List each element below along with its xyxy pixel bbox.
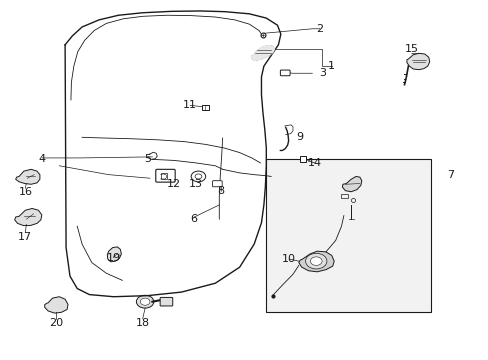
Polygon shape (45, 297, 68, 313)
Text: 6: 6 (190, 214, 197, 224)
Circle shape (140, 298, 150, 305)
Text: 17: 17 (18, 232, 32, 242)
Text: 16: 16 (19, 188, 32, 197)
Text: 14: 14 (307, 158, 321, 168)
FancyBboxPatch shape (160, 297, 172, 306)
Polygon shape (15, 208, 42, 226)
Text: 7: 7 (446, 170, 453, 180)
Text: 5: 5 (144, 154, 151, 165)
Text: 9: 9 (296, 132, 303, 142)
Circle shape (136, 295, 154, 308)
Text: 15: 15 (404, 44, 418, 54)
Text: 12: 12 (167, 179, 181, 189)
Bar (202, 104, 208, 110)
Polygon shape (342, 176, 361, 192)
Circle shape (310, 257, 322, 265)
Bar (266, 159, 430, 312)
Text: 4: 4 (39, 154, 46, 165)
Text: 3: 3 (319, 68, 326, 78)
Bar (341, 194, 347, 198)
Circle shape (191, 171, 205, 182)
FancyBboxPatch shape (212, 181, 222, 187)
Text: 20: 20 (49, 318, 63, 328)
Polygon shape (251, 45, 274, 60)
Text: 18: 18 (135, 318, 149, 328)
Polygon shape (298, 251, 333, 272)
Circle shape (305, 253, 326, 269)
Text: 2: 2 (315, 24, 323, 34)
Polygon shape (107, 247, 121, 262)
FancyBboxPatch shape (280, 70, 289, 76)
Bar (160, 172, 167, 179)
Text: 1: 1 (327, 61, 335, 71)
Text: 11: 11 (183, 100, 197, 110)
Polygon shape (406, 53, 429, 70)
Text: 8: 8 (217, 186, 224, 197)
Text: 13: 13 (189, 179, 203, 189)
Text: 10: 10 (282, 254, 296, 264)
FancyBboxPatch shape (156, 169, 175, 182)
Polygon shape (16, 169, 40, 184)
Text: 19: 19 (106, 253, 121, 262)
